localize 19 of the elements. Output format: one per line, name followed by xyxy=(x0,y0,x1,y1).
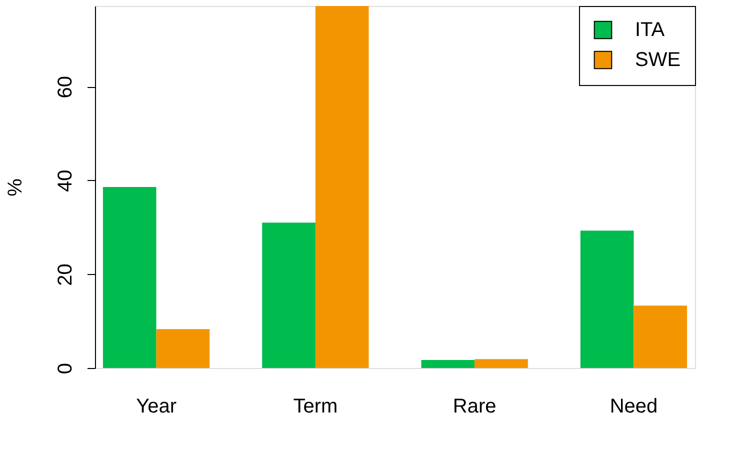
legend-label: ITA xyxy=(635,19,666,41)
y-tick-label: 60 xyxy=(54,76,76,98)
bar xyxy=(102,187,156,368)
x-tick-label: Rare xyxy=(452,396,496,418)
bar xyxy=(262,222,316,368)
bar xyxy=(315,6,369,368)
y-axis-title: % xyxy=(4,178,26,196)
bar xyxy=(474,359,528,368)
bar xyxy=(156,329,210,368)
legend-label: SWE xyxy=(635,49,681,71)
bar xyxy=(580,230,634,368)
y-tick-label: 40 xyxy=(54,170,76,192)
y-tick-label: 0 xyxy=(54,362,76,374)
y-tick-label: 20 xyxy=(54,264,76,286)
bar xyxy=(634,306,688,368)
x-tick-label: Term xyxy=(293,396,338,418)
x-tick-label: Year xyxy=(136,396,177,418)
x-tick-label: Need xyxy=(610,396,658,418)
bar xyxy=(421,360,475,368)
